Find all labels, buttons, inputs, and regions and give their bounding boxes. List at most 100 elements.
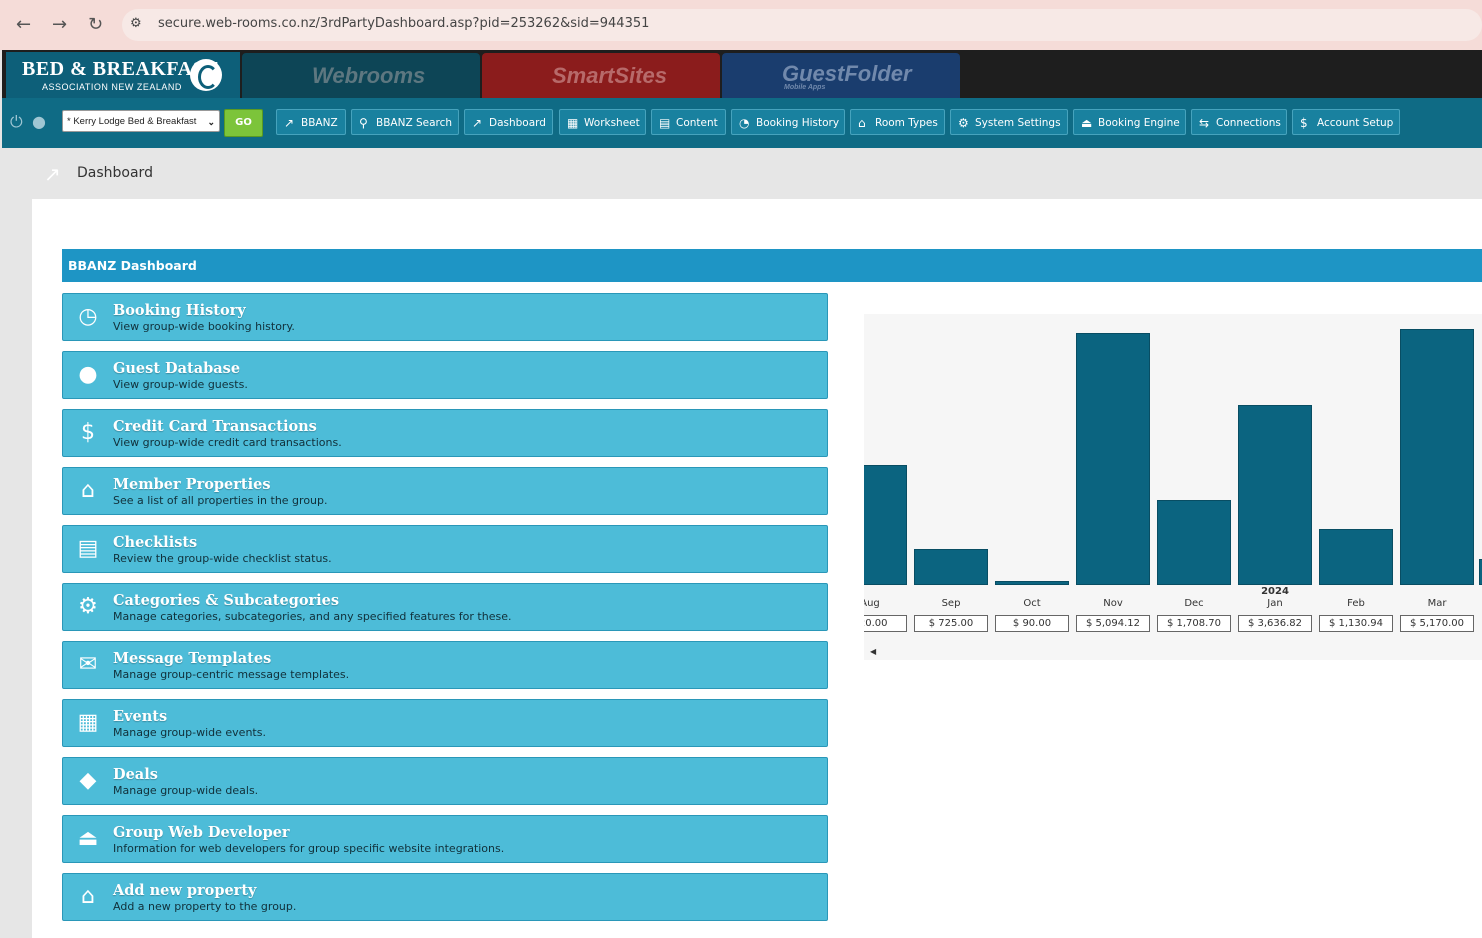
nav-bbanz[interactable]: ↗ BBANZ [276,109,346,135]
envelope-icon: ✉ [78,652,98,677]
menu-title: Credit Card Transactions [113,418,317,435]
menu-title: Checklists [113,534,198,551]
chart-tick-label: Sep [941,598,961,609]
browser-toolbar: ← → ↻ ⚙ secure.web-rooms.co.nz/3rdPartyD… [0,0,1482,50]
menu-title: Guest Database [113,360,241,377]
nav-bbanz-search-label: BBANZ Search [376,117,453,129]
menu-group-web-developer[interactable]: ⏏ Group Web Developer Information for we… [62,815,828,863]
chart-bar-nov[interactable] [1076,333,1150,585]
forward-icon[interactable]: → [52,14,68,35]
chart-data-label: 420.00 [864,615,907,632]
nav-connections[interactable]: ⇆ Connections [1191,109,1287,135]
menu-events[interactable]: ▦ Events Manage group-wide events. [62,699,828,747]
home-icon: ⌂ [81,478,95,503]
chart-bar-feb[interactable] [1319,529,1393,585]
bell-icon: ⏏ [77,826,99,851]
property-select-value: * Kerry Lodge Bed & Breakfast [67,116,197,127]
dashboard-section-header: BBANZ Dashboard [62,249,1482,282]
gear-icon: ⚙ [958,116,969,130]
chart-bar-sep[interactable] [914,549,988,585]
chart-data-label: $ 90.00 [995,615,1069,632]
nav-content[interactable]: ▤ Content [651,109,726,135]
chevron-down-icon: ⌄ [207,117,215,127]
nav-worksheet[interactable]: ▦ Worksheet [559,109,646,135]
user-icon: ● [78,362,98,387]
url-text[interactable]: secure.web-rooms.co.nz/3rdPartyDashboard… [158,16,650,31]
nav-worksheet-label: Worksheet [584,117,640,129]
section-title: BBANZ Dashboard [68,258,197,273]
page-title: Dashboard [77,165,153,181]
chart-tick-label: Nov [1103,598,1123,609]
logo-emblem-icon [190,59,222,91]
grid-icon: ▦ [567,116,579,130]
tab-smartsites-label: SmartSites [552,63,667,88]
tab-webrooms[interactable]: Webrooms [242,53,480,98]
nav-booking-engine-label: Booking Engine [1098,117,1180,129]
menu-credit-card-transactions[interactable]: $ Credit Card Transactions View group-wi… [62,409,828,457]
site-info-icon[interactable]: ⚙ [130,16,142,31]
page-header: ↗ Dashboard [32,148,1482,199]
menu-description: Manage categories, subcategories, and an… [113,610,512,623]
chart-bar-oct[interactable] [995,581,1069,585]
chart-bar-aug[interactable] [864,465,907,585]
menu-description: View group-wide guests. [113,378,248,391]
chart-bar-jan[interactable] [1238,405,1312,585]
chart-tick-label: Mar [1427,598,1447,609]
nav-system-settings[interactable]: ⚙ System Settings [950,109,1068,135]
menu-add-new-property[interactable]: ⌂ Add new property Add a new property to… [62,873,828,921]
power-icon[interactable]: ⏻ [10,112,23,131]
user-icon[interactable]: ● [32,112,46,131]
history-icon: ◔ [739,116,750,130]
menu-title: Member Properties [113,476,271,493]
tab-smartsites[interactable]: SmartSites [482,53,720,98]
chart-bar-dec[interactable] [1157,500,1231,585]
menu-checklists[interactable]: ▤ Checklists Review the group-wide check… [62,525,828,573]
nav-bbanz-search[interactable]: ⚲ BBANZ Search [351,109,459,135]
menu-description: Add a new property to the group. [113,900,297,913]
menu-description: Manage group-wide deals. [113,784,259,797]
nav-system-settings-label: System Settings [975,117,1061,129]
chart-data-label: $ 1,708.70 [1157,615,1231,632]
dollar-icon: $ [1300,116,1308,130]
go-button[interactable]: GO [224,109,263,137]
menu-deals[interactable]: ◆ Deals Manage group-wide deals. [62,757,828,805]
menu-title: Events [113,708,168,725]
menu-title: Booking History [113,302,246,319]
document-icon: ▤ [77,536,99,561]
back-icon[interactable]: ← [16,14,32,35]
nav-account-setup[interactable]: $ Account Setup [1292,109,1400,135]
address-bar[interactable] [122,9,1482,41]
chart-bar-mar[interactable] [1400,329,1474,585]
bbanz-logo[interactable]: BED & BREAKFAST ASSOCIATION NEW ZEALAND [6,52,240,98]
menu-description: See a list of all properties in the grou… [113,494,328,507]
tag-icon: ◆ [79,768,97,793]
plug-icon: ⇆ [1199,116,1210,130]
nav-connections-label: Connections [1216,117,1281,129]
nav-room-types[interactable]: ⌂ Room Types [850,109,945,135]
menu-booking-history[interactable]: ◷ Booking History View group-wide bookin… [62,293,828,341]
menu-categories-subcategories[interactable]: ⚙ Categories & Subcategories Manage cate… [62,583,828,631]
reload-icon[interactable]: ↻ [88,14,104,35]
chart-line-icon: ↗ [472,116,483,130]
nav-booking-history[interactable]: ◔ Booking History [731,109,845,135]
chart-data-label: $ 1,130.94 [1319,615,1393,632]
main-toolbar: ⏻ ● * Kerry Lodge Bed & Breakfast ⌄ GO ↗… [2,98,1482,148]
menu-description: Information for web developers for group… [113,842,505,855]
gear-icon: ⚙ [78,594,98,619]
chart-data-label: $ 725.00 [914,615,988,632]
tab-guestfolder[interactable]: GuestFolder Mobile Apps [722,53,960,98]
history-icon: ◷ [78,304,98,329]
menu-description: View group-wide booking history. [113,320,295,333]
revenue-bar-chart[interactable]: ◀ Aug 420.00 Sep $ 725.00 Oct $ 90.00 Nov $ 5,0… [864,314,1482,660]
nav-dashboard[interactable]: ↗ Dashboard [464,109,553,135]
home-icon: ⌂ [858,116,866,130]
chart-tick-label: Jan [1267,598,1283,609]
property-select[interactable]: * Kerry Lodge Bed & Breakfast ⌄ [62,110,220,132]
menu-guest-database[interactable]: ● Guest Database View group-wide guests. [62,351,828,399]
nav-booking-engine[interactable]: ⏏ Booking Engine [1073,109,1186,135]
scroll-left-icon[interactable]: ◀ [870,647,877,656]
menu-member-properties[interactable]: ⌂ Member Properties See a list of all pr… [62,467,828,515]
menu-title: Categories & Subcategories [113,592,340,609]
menu-message-templates[interactable]: ✉ Message Templates Manage group-centric… [62,641,828,689]
product-tabbar: BED & BREAKFAST ASSOCIATION NEW ZEALAND … [2,50,1482,98]
